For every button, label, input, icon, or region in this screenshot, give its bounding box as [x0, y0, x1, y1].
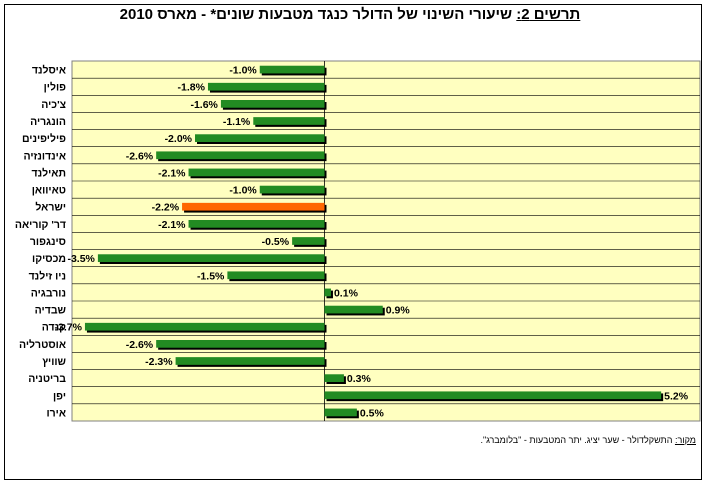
bar: [259, 65, 325, 74]
data-label: 0.1%: [334, 287, 359, 299]
bar: [253, 117, 325, 125]
data-label: -3.7%: [55, 322, 83, 334]
data-label: -3.5%: [67, 253, 95, 265]
bar: [259, 185, 325, 194]
category-label: שוויץ: [42, 356, 66, 368]
data-label: 5.2%: [664, 390, 689, 402]
bar: [84, 322, 325, 331]
source-label: מקור:: [674, 435, 696, 445]
category-label: יפן: [53, 390, 66, 402]
bar: [156, 151, 325, 160]
category-label: שבדיה: [35, 305, 67, 317]
bar: [220, 100, 325, 108]
category-label: צ'כיה: [41, 99, 66, 111]
bar: [324, 288, 331, 297]
data-label: 0.9%: [386, 305, 411, 317]
category-label: אירו: [46, 407, 66, 419]
bar: [292, 237, 325, 245]
bar: [97, 254, 325, 262]
category-label: הונגריה: [30, 116, 66, 128]
data-label: -1.1%: [223, 116, 251, 128]
bar: [188, 220, 325, 228]
chart-source-note: מקור: התשקלדולר - שער יציג. יתר המטבעות …: [430, 435, 696, 445]
bar: [156, 340, 325, 348]
category-label: מכסיקו: [32, 253, 66, 265]
data-label: -1.0%: [229, 185, 257, 197]
category-label: טאיוואן: [32, 185, 66, 197]
data-label: -2.3%: [145, 356, 173, 368]
category-label: אינדונזיה: [23, 150, 66, 162]
bar: [324, 408, 357, 417]
chart-title-label: תרשים 2:: [516, 6, 581, 23]
data-label: -1.5%: [197, 270, 225, 282]
category-label: פיליפינים: [22, 133, 66, 145]
source-text: התשקלדולר - שער יציג. יתר המטבעות - "בלו…: [480, 435, 673, 445]
category-label: בריטניה: [28, 373, 66, 385]
category-label: איסלנד: [32, 65, 66, 77]
data-label: -0.5%: [262, 236, 290, 248]
category-label: ישראל: [35, 202, 66, 214]
chart-title: תרשים 2: שיעורי השינוי של הדולר כנגד מטב…: [0, 6, 700, 23]
data-label: -2.6%: [126, 339, 154, 351]
category-label: דר' קוריאה: [15, 219, 66, 231]
category-label: סינגפור: [30, 236, 66, 248]
data-label: -2.1%: [158, 219, 186, 231]
category-label: פולין: [44, 82, 67, 94]
data-label: -1.6%: [190, 99, 218, 111]
bar: [188, 168, 325, 177]
category-label: ניו זילנד: [29, 270, 66, 282]
bar: [207, 82, 325, 91]
data-label: 0.3%: [347, 373, 372, 385]
category-label: קנדה: [42, 322, 66, 334]
data-label: -2.1%: [158, 167, 186, 179]
bar: [195, 134, 325, 142]
category-label: אוסטרליה: [19, 339, 66, 351]
chart-title-text: שיעורי השינוי של הדולר כנגד מטבעות שונים…: [119, 6, 513, 23]
bar: [324, 305, 383, 314]
data-label: -2.2%: [152, 202, 180, 214]
category-label: נורבגיה: [31, 287, 66, 299]
data-label: -2.0%: [165, 133, 193, 145]
data-label: -1.8%: [178, 82, 206, 94]
data-label: -2.6%: [126, 150, 154, 162]
bar: [324, 391, 662, 400]
bar: [175, 357, 325, 365]
bar: [324, 374, 344, 382]
category-label: תאילנד: [31, 167, 66, 179]
bar: [182, 202, 325, 211]
data-label: 0.5%: [360, 407, 385, 419]
data-label: -1.0%: [229, 65, 257, 77]
bar: [227, 271, 325, 280]
